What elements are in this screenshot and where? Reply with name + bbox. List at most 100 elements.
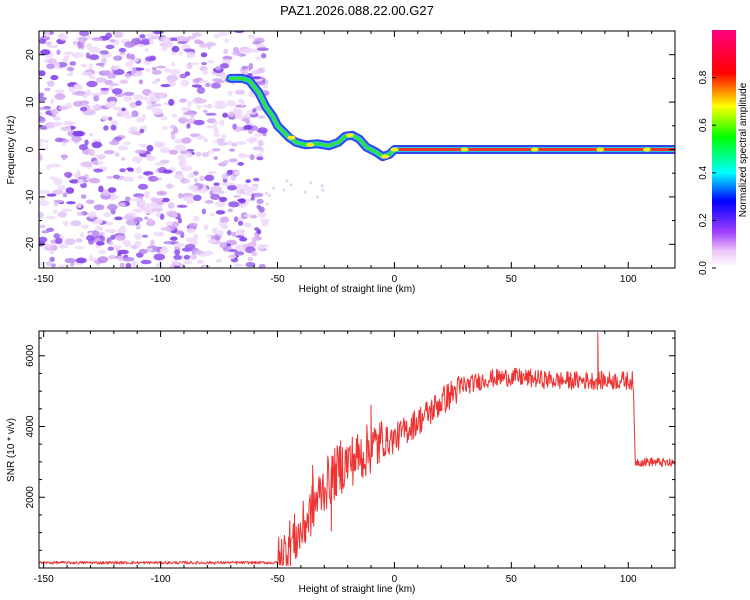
spectrogram-noise-blob — [39, 112, 43, 117]
spectrogram-noise-blob — [76, 202, 82, 209]
spectrogram-ridge-hotspot — [306, 142, 315, 147]
spectrogram-noise-blob — [215, 258, 222, 263]
spectrogram-noise-blob — [227, 254, 237, 260]
spectrogram-noise-blob — [74, 246, 85, 250]
spectrogram-noise-blob — [107, 187, 117, 193]
spectrogram-noise-blob — [97, 256, 109, 264]
spectrogram-noise-blob — [134, 240, 142, 248]
spectrogram-noise-blob — [113, 136, 123, 141]
spectrogram-noise-blob — [72, 40, 78, 46]
spectrogram-noise-blob — [145, 56, 155, 62]
colorbar-gradient — [712, 30, 736, 268]
spectrogram-noise-blob — [88, 132, 94, 137]
spectrogram-noise-blob — [64, 238, 76, 246]
spectrogram-noise-blob — [144, 48, 149, 52]
snr-x-tick-label: -150 — [34, 574, 54, 585]
colorbar-tick-label: 0.2 — [698, 213, 709, 227]
spectrogram-noise-blob — [40, 196, 45, 202]
spectrogram-noise-blob — [252, 177, 260, 182]
spectrogram-noise-blob — [309, 181, 313, 185]
spectrogram-ridge-hotspot — [346, 133, 354, 138]
spectrogram-noise-blob — [98, 185, 104, 193]
spectrogram-noise-blob — [69, 61, 77, 66]
spectrogram-noise-blob — [39, 143, 44, 147]
spectrogram-noise-blob — [210, 193, 221, 200]
spectrogram-noise-blob — [117, 249, 129, 255]
spectrogram-noise-blob — [79, 232, 85, 238]
colorbar-tick-label: 0.4 — [698, 165, 709, 179]
spectrogram-noise-blob — [131, 156, 143, 163]
spectrogram-noise-blob — [97, 232, 106, 236]
spectrogram-noise-blob — [72, 52, 84, 59]
spectrogram-noise-blob — [66, 66, 75, 72]
colorbar-tick-label: 0.6 — [698, 118, 709, 132]
spectrogram-noise-blob — [180, 178, 190, 184]
spectrogram-noise-blob — [55, 89, 65, 94]
spectrogram-noise-blob — [243, 124, 253, 130]
spectrogram-noise-blob — [151, 103, 162, 107]
spectrogram-noise-blob — [80, 194, 87, 199]
spectrogram-noise-blob — [39, 224, 46, 229]
spectrogram-noise-blob — [237, 221, 244, 226]
spectrogram-noise-blob — [181, 137, 192, 144]
spectrogram-noise-blob — [81, 71, 93, 77]
spectrogram-noise-blob — [152, 107, 163, 115]
spectrogram-noise-blob — [51, 189, 64, 195]
spectrogram-noise-blob — [115, 234, 126, 241]
spectrogram-noise-blob — [57, 185, 66, 191]
spectrogram-noise-blob — [110, 234, 116, 240]
spectrogram-noise-blob — [43, 243, 54, 247]
spectrogram-noise-blob — [320, 184, 324, 188]
spectrogram-noise-blob — [39, 154, 43, 161]
spectrogram-noise-blob — [237, 98, 244, 103]
spectrogram-noise-blob — [61, 208, 73, 212]
spectrogram-noise-blob — [233, 263, 244, 267]
spectrogram-noise-blob — [182, 111, 193, 116]
spectrogram-y-ticks: -20 -10 0 10 20 — [25, 30, 675, 269]
spectrogram-noise-blob — [245, 119, 251, 125]
spectrogram-ridge-hotspot — [530, 147, 539, 152]
spectrogram-noise-blob — [134, 72, 143, 77]
spectrogram-noise-blob — [119, 262, 125, 268]
spectrogram-noise-blob — [49, 250, 55, 255]
spectrogram-noise-blob — [170, 213, 178, 218]
spectrogram-noise-blob — [53, 233, 60, 239]
spectrogram-noise-blob — [136, 175, 144, 179]
spectrogram-noise-blob — [171, 113, 178, 118]
colorbar-tick-label: 0.0 — [698, 261, 709, 275]
spectrogram-noise-blob — [144, 216, 149, 220]
spectrogram-noise-blob — [229, 148, 236, 152]
spectrogram-y-tick-label: 0 — [25, 146, 36, 152]
spectrogram-noise-blob — [223, 247, 229, 251]
spectrogram-noise-blob — [183, 254, 191, 260]
spectrogram-noise-blob — [133, 216, 144, 223]
spectrogram-noise-blob — [39, 138, 45, 143]
spectrogram-noise-blob — [103, 150, 115, 155]
spectrogram-noise-blob — [111, 65, 120, 71]
spectrogram-noise-blob — [113, 55, 123, 61]
spectrogram-noise-blob — [94, 225, 103, 232]
spectrogram-noise-blob — [256, 204, 262, 210]
spectrogram-ridge-hotspot — [460, 147, 469, 152]
spectrogram-noise-blob — [56, 49, 61, 56]
spectrogram-noise-blob — [166, 183, 174, 189]
spectrogram-noise-blob — [193, 250, 205, 255]
spectrogram-noise-blob — [136, 43, 146, 48]
spectrogram-noise-blob — [99, 50, 109, 55]
spectrogram-x-tick-label: -50 — [270, 274, 285, 285]
spectrogram-noise-blob — [62, 139, 70, 143]
spectrogram-noise-blob — [133, 94, 144, 101]
spectrogram-noise-blob — [123, 257, 135, 262]
spectrogram-noise-blob — [153, 231, 165, 237]
spectrogram-noise-blob — [195, 135, 205, 140]
spectrogram-ridge-inner — [229, 76, 675, 159]
spectrogram-noise-blob — [174, 260, 180, 266]
spectrogram-noise-blob — [109, 39, 116, 43]
spectrogram-noise-blob — [214, 201, 226, 208]
spectrogram-noise-blob — [242, 185, 251, 191]
spectrogram-noise-blob — [210, 212, 215, 217]
spectrogram-noise-blob — [81, 99, 88, 107]
spectrogram-noise-blob — [173, 126, 179, 134]
spectrogram-noise-blob — [225, 140, 234, 146]
